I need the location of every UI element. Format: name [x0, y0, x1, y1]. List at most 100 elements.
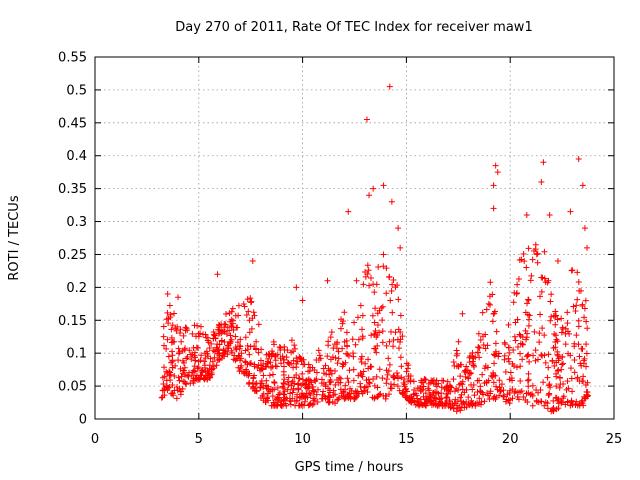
- data-point: [246, 329, 253, 336]
- data-point: [509, 395, 516, 402]
- data-point: [489, 318, 496, 325]
- data-point: [517, 363, 524, 370]
- data-point: [420, 393, 427, 400]
- data-point: [505, 321, 512, 328]
- data-point: [492, 340, 499, 347]
- data-point: [384, 371, 391, 378]
- data-point: [169, 390, 176, 397]
- data-point: [523, 264, 530, 271]
- data-point: [320, 380, 327, 387]
- outlier-point: [459, 310, 466, 317]
- data-point: [236, 345, 243, 352]
- data-point: [536, 330, 543, 337]
- data-point: [274, 384, 281, 391]
- data-point: [163, 384, 170, 391]
- data-point: [541, 248, 548, 255]
- data-point: [185, 373, 192, 380]
- y-tick-label: 0.25: [58, 248, 87, 263]
- data-point: [370, 281, 377, 288]
- data-point: [171, 310, 178, 317]
- data-point: [178, 338, 185, 345]
- data-point: [343, 329, 350, 336]
- data-point: [292, 345, 299, 352]
- data-point: [207, 355, 214, 362]
- data-point: [190, 378, 197, 385]
- data-point: [344, 343, 351, 350]
- data-point: [433, 383, 440, 390]
- data-point: [531, 328, 538, 335]
- data-point: [383, 380, 390, 387]
- outlier-point: [492, 162, 499, 169]
- data-point: [554, 348, 561, 355]
- data-point: [577, 287, 584, 294]
- data-point: [517, 332, 524, 339]
- data-point: [182, 327, 189, 334]
- data-point: [283, 354, 290, 361]
- data-point: [568, 397, 575, 404]
- data-point: [485, 300, 492, 307]
- data-point: [237, 355, 244, 362]
- data-point: [177, 391, 184, 398]
- data-point: [221, 320, 228, 327]
- data-point: [446, 382, 453, 389]
- outlier-point: [567, 208, 574, 215]
- data-point: [387, 297, 394, 304]
- data-point: [258, 366, 265, 373]
- data-point: [569, 388, 576, 395]
- data-point: [466, 354, 473, 361]
- data-point: [386, 273, 393, 280]
- data-point: [223, 311, 230, 318]
- data-point: [454, 350, 461, 357]
- data-point: [405, 378, 412, 385]
- data-point: [567, 365, 574, 372]
- data-point: [351, 319, 358, 326]
- data-point: [232, 333, 239, 340]
- data-point: [444, 378, 451, 385]
- data-point: [335, 355, 342, 362]
- data-point: [537, 293, 544, 300]
- data-point: [558, 398, 565, 405]
- data-point: [494, 386, 501, 393]
- data-point: [260, 372, 267, 379]
- data-point: [490, 311, 497, 318]
- data-point: [271, 380, 278, 387]
- data-point: [579, 301, 586, 308]
- data-point: [579, 400, 586, 407]
- data-point: [285, 374, 292, 381]
- data-point: [169, 382, 176, 389]
- data-point: [243, 371, 250, 378]
- data-point: [327, 379, 334, 386]
- data-point: [535, 399, 542, 406]
- data-point: [575, 341, 582, 348]
- data-point: [248, 298, 255, 305]
- data-point: [184, 354, 191, 361]
- data-point: [545, 351, 552, 358]
- data-point: [418, 377, 425, 384]
- data-point: [535, 389, 542, 396]
- data-point: [575, 279, 582, 286]
- data-point: [263, 385, 270, 392]
- data-point: [506, 376, 513, 383]
- data-point: [224, 324, 231, 331]
- data-point: [245, 308, 252, 315]
- data-point: [575, 323, 582, 330]
- data-point: [450, 376, 457, 383]
- data-point: [498, 381, 505, 388]
- data-point: [365, 356, 372, 363]
- data-point: [470, 381, 477, 388]
- data-point: [395, 375, 402, 382]
- data-point: [483, 306, 490, 313]
- outlier-point: [324, 277, 331, 284]
- data-point: [559, 353, 566, 360]
- data-point: [512, 337, 519, 344]
- data-point: [490, 379, 497, 386]
- data-point: [360, 387, 367, 394]
- data-point: [475, 344, 482, 351]
- data-point: [328, 329, 335, 336]
- outlier-point: [523, 211, 530, 218]
- data-point: [362, 360, 369, 367]
- data-point: [580, 373, 587, 380]
- data-point: [201, 358, 208, 365]
- data-point: [226, 327, 233, 334]
